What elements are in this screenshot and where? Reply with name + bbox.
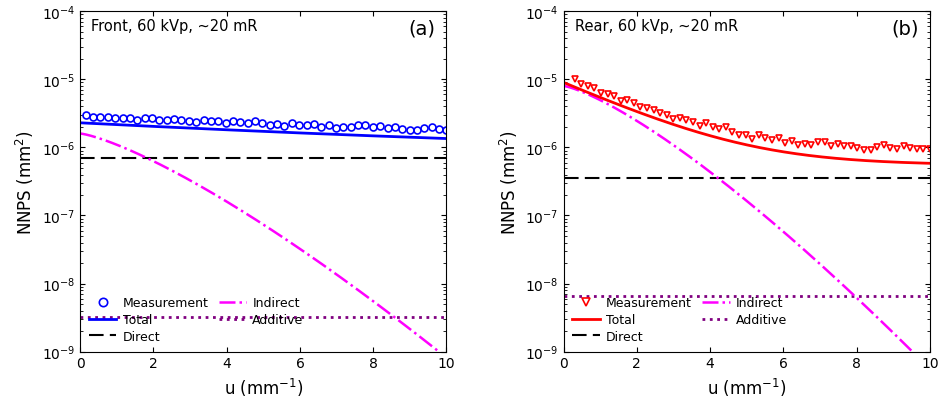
Text: (b): (b) (891, 19, 919, 38)
Legend: Measurement, Total, Direct, Indirect, Additive: Measurement, Total, Direct, Indirect, Ad… (87, 294, 306, 346)
Text: Front, 60 kVp, ~20 mR: Front, 60 kVp, ~20 mR (92, 19, 258, 34)
X-axis label: u (mm$^{-1}$): u (mm$^{-1}$) (707, 376, 786, 398)
Text: Rear, 60 kVp, ~20 mR: Rear, 60 kVp, ~20 mR (575, 19, 738, 34)
Y-axis label: NNPS (mm$^2$): NNPS (mm$^2$) (497, 130, 520, 234)
Legend: Measurement, Total, Direct, Indirect, Additive: Measurement, Total, Direct, Indirect, Ad… (570, 294, 789, 346)
X-axis label: u (mm$^{-1}$): u (mm$^{-1}$) (224, 376, 303, 398)
Y-axis label: NNPS (mm$^2$): NNPS (mm$^2$) (14, 130, 36, 234)
Text: (a): (a) (409, 19, 435, 38)
